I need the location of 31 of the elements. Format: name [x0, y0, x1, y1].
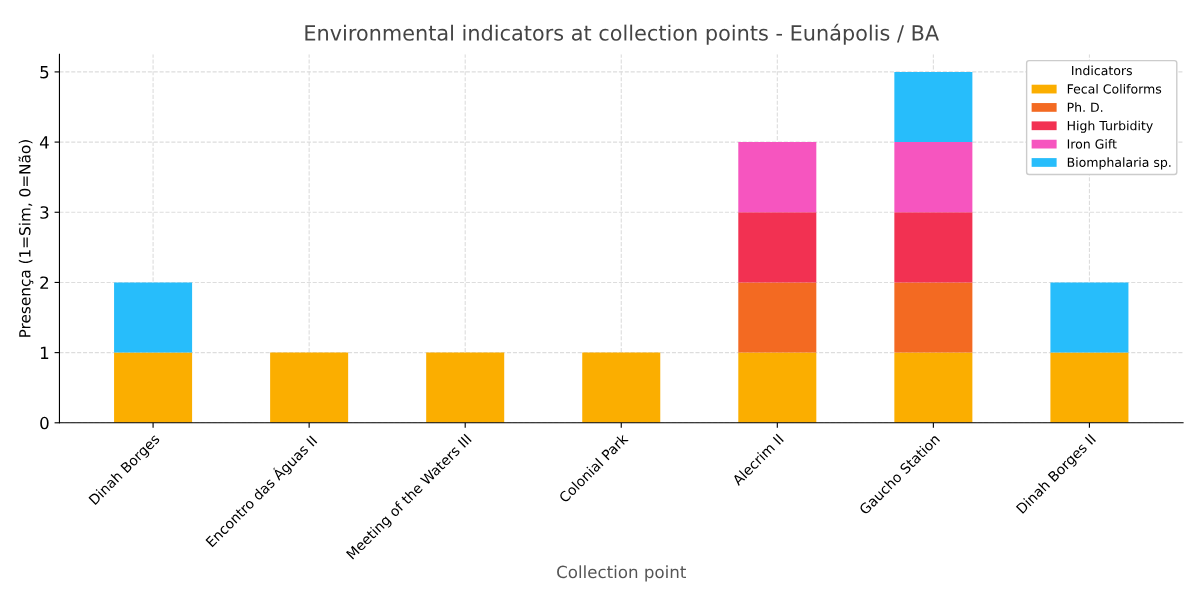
bar	[738, 352, 817, 423]
bar	[738, 212, 817, 283]
y-tick-label: 5	[40, 66, 49, 79]
bar	[1050, 282, 1129, 353]
legend-label: Iron Gift	[1067, 139, 1117, 149]
y-tick-label: 3	[40, 206, 49, 219]
bar	[894, 71, 973, 143]
y-tick-label: 2	[40, 276, 49, 289]
bar	[738, 282, 817, 353]
y-tick-label: 0	[40, 416, 49, 430]
bar	[270, 352, 349, 423]
chart-title: Environmental indicators at collection points - Eunápolis / BA	[305, 23, 939, 45]
bar	[894, 352, 973, 423]
bar	[1050, 352, 1129, 423]
bar	[894, 142, 973, 213]
legend-label: Ph. D.	[1067, 102, 1103, 112]
legend-label: High Turbidity	[1067, 120, 1153, 133]
bar	[738, 142, 817, 213]
legend-label: Fecal Coliforms	[1067, 83, 1162, 94]
bar	[894, 282, 973, 353]
legend-label: Biomphalaria sp.	[1067, 157, 1171, 170]
bar	[426, 352, 505, 423]
bar	[114, 352, 193, 423]
x-axis-title: Collection point	[557, 565, 686, 582]
bar	[114, 282, 193, 353]
bar	[582, 352, 661, 423]
bar	[894, 212, 973, 283]
y-tick-label: 4	[39, 136, 49, 149]
legend-title: Indicators	[1072, 65, 1132, 76]
y-axis-title: Presença (1=Sim, 0=Não)	[18, 140, 34, 337]
y-tick-label: 1	[40, 346, 49, 359]
